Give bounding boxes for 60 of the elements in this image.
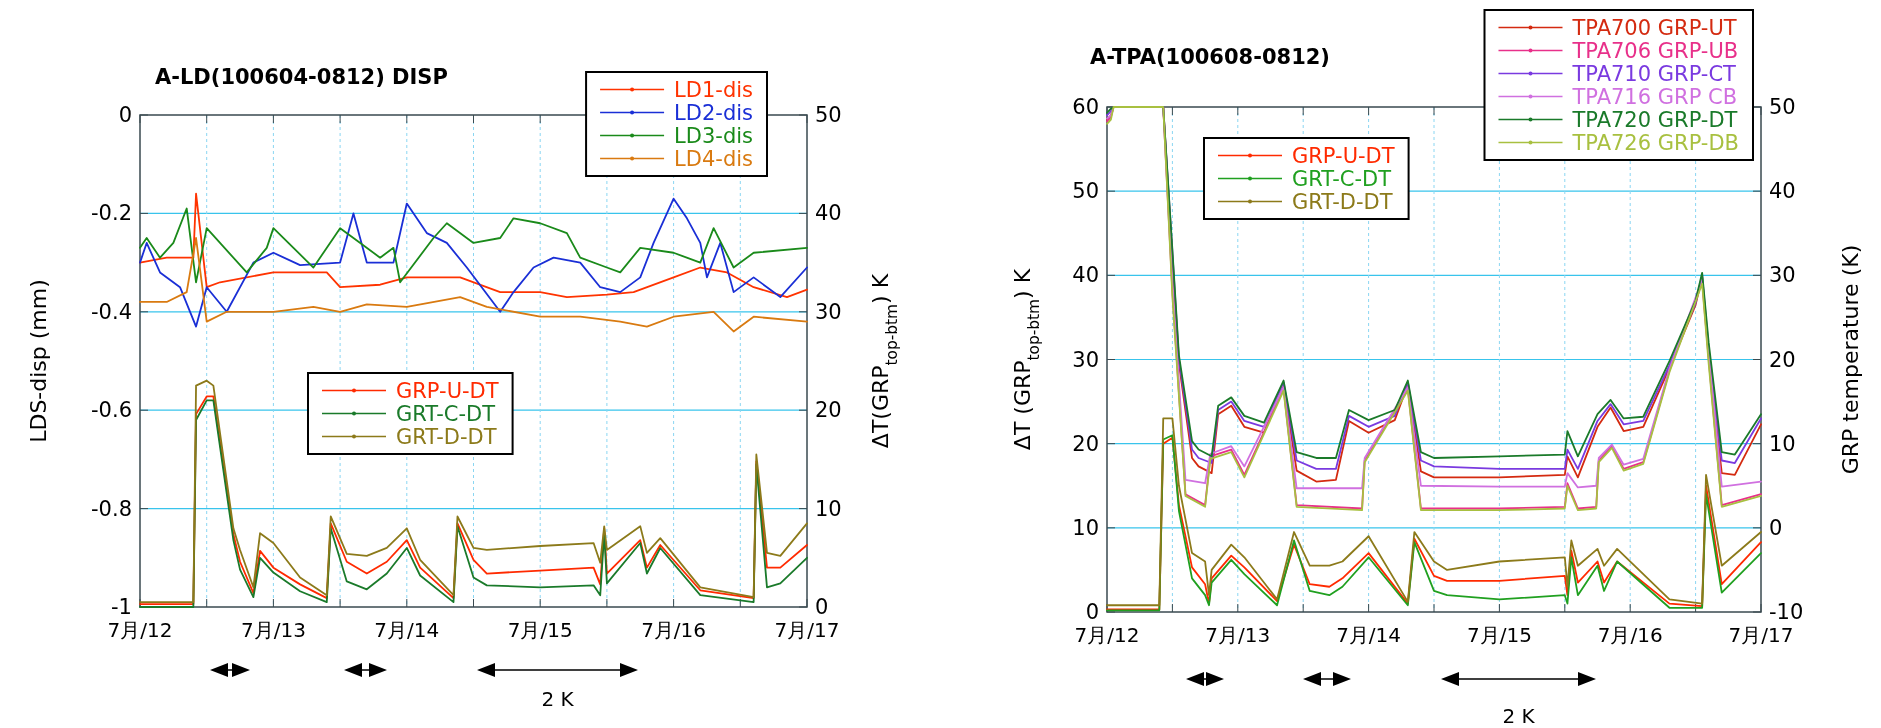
y2-tick-label: 50 [815, 103, 842, 127]
y-tick-label: 20 [1072, 431, 1099, 456]
y2-tick-label: 10 [1769, 431, 1796, 456]
y2-tick-label: -10 [1769, 600, 1804, 624]
x-tick-label: 7月/17 [1728, 623, 1794, 647]
legend-label: GRT-C-DT [396, 401, 496, 426]
legend-label: TPA706 GRP-UB [1571, 38, 1739, 63]
legend-label: TPA710 GRP-CT [1571, 61, 1737, 86]
legend-label: GRT-D-DT [1292, 189, 1393, 214]
y-tick-label: 40 [1072, 263, 1099, 288]
legend-label: TPA720 GRP-DT [1571, 107, 1738, 132]
y2-tick-label: 50 [1769, 95, 1796, 119]
y2-tick-label: 20 [1769, 347, 1796, 372]
x-tick-label: 7月/17 [774, 618, 840, 642]
y2-tick-label: 40 [1769, 179, 1796, 204]
y-tick-label: -0.6 [91, 398, 132, 423]
legend-label: TPA726 GRP-DB [1571, 130, 1739, 155]
y2-tick-label: 0 [815, 595, 829, 619]
y2-axis-title: GRP temperature (K) [1838, 244, 1863, 475]
legend-label: TPA700 GRP-UT [1571, 15, 1737, 40]
y-tick-label: 30 [1072, 347, 1099, 372]
x-tick-label: 7月/15 [507, 618, 573, 642]
x-tick-label: 7月/14 [374, 618, 440, 642]
y-tick-label: 10 [1072, 515, 1099, 540]
legend-label: GRT-D-DT [396, 424, 497, 449]
y-tick-label: 0 [1085, 600, 1099, 624]
y-tick-label: -0.4 [91, 299, 132, 324]
x-tick-label: 7月/12 [107, 618, 173, 642]
y2-tick-label: 30 [815, 299, 842, 324]
legend-label: LD2-dis [674, 100, 753, 125]
legend-label: LD3-dis [674, 123, 753, 148]
legend-label: LD4-dis [674, 146, 753, 171]
y-tick-label: 60 [1072, 95, 1099, 119]
text: 2 K [541, 687, 575, 711]
y2-tick-label: 10 [815, 496, 842, 521]
x-tick-label: 7月/13 [1205, 623, 1271, 647]
y-tick-label: -1 [111, 595, 132, 619]
chart-title: A-LD(100604-0812) DISP [155, 65, 448, 89]
x-tick-label: 7月/14 [1336, 623, 1402, 647]
x-tick-label: 7月/15 [1466, 623, 1532, 647]
x-tick-label: 7月/16 [641, 618, 707, 642]
x-tick-label: 7月/12 [1074, 623, 1140, 647]
legend-label: TPA716 GRP CB [1571, 84, 1738, 109]
y-axis-title: LDS-disp (mm) [26, 279, 51, 443]
text: 2 K [1502, 704, 1536, 728]
legend-label: GRT-C-DT [1292, 166, 1392, 191]
y2-tick-label: 30 [1769, 263, 1796, 288]
x-tick-label: 7月/16 [1597, 623, 1663, 647]
y-tick-label: -0.8 [91, 496, 132, 521]
y-tick-label: -0.2 [91, 201, 132, 226]
chart-title: A-TPA(100608-0812) [1090, 45, 1330, 69]
y-tick-label: 0 [118, 103, 132, 127]
y-tick-label: 50 [1072, 179, 1099, 204]
legend-label: GRP-U-DT [396, 378, 499, 403]
legend-label: LD1-dis [674, 77, 753, 102]
y2-tick-label: 0 [1769, 515, 1783, 540]
x-tick-label: 7月/13 [240, 618, 306, 642]
y2-tick-label: 40 [815, 201, 842, 226]
y2-tick-label: 20 [815, 398, 842, 423]
legend-label: GRP-U-DT [1292, 143, 1395, 168]
